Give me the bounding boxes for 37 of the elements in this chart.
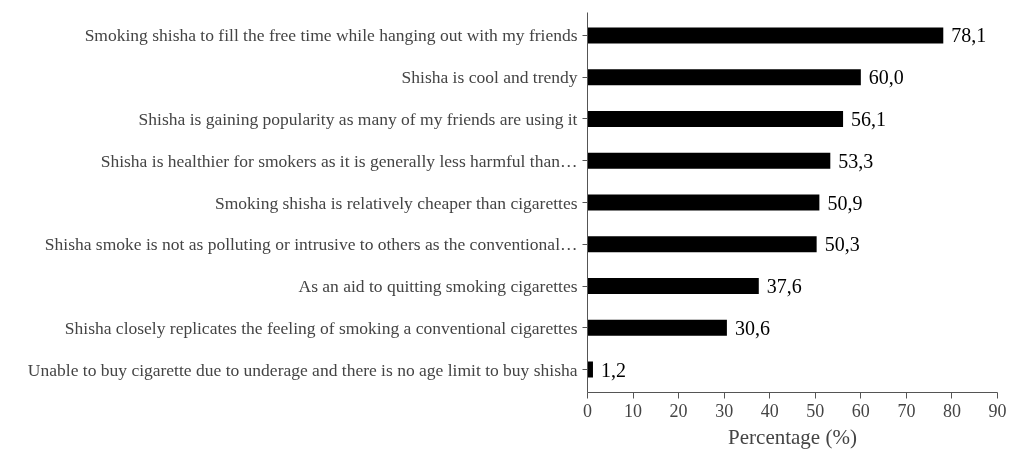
x-tick-label: 60 — [851, 400, 870, 421]
data-label: 37,6 — [766, 275, 802, 298]
x-axis-title: Percentage (%) — [728, 424, 857, 449]
data-label: 30,6 — [734, 316, 770, 339]
data-label: 53,3 — [838, 149, 874, 172]
data-label: 78,1 — [951, 24, 987, 47]
x-tick-label: 0 — [583, 400, 592, 421]
bar — [587, 69, 861, 86]
bar — [587, 27, 944, 44]
y-tick-label: Unable to buy cigarette due to underage and there is no age limit to buy shisha — [27, 359, 578, 380]
bar — [587, 111, 844, 127]
y-tick-label: Shisha is cool and trendy — [401, 67, 578, 88]
data-label: 50,9 — [827, 191, 863, 214]
y-tick-label: Shisha is gaining popularity as many of my friends are using it — [138, 108, 578, 129]
y-tick-label: Shisha closely replicates the feeling of smoking a conventional cigarettes — [64, 317, 578, 338]
y-tick-label: Shisha is healthier for smokers as it is generally less harmful than… — [100, 150, 578, 171]
data-label: 1,2 — [600, 358, 626, 381]
x-tick-label: 50 — [806, 400, 825, 421]
x-tick-label: 70 — [897, 400, 916, 421]
bar — [587, 236, 817, 253]
x-tick-label: 40 — [760, 400, 779, 421]
data-label: 50,3 — [824, 233, 860, 256]
bar — [587, 194, 820, 211]
data-label: 56,1 — [851, 107, 887, 130]
x-tick-label: 10 — [624, 400, 643, 421]
x-tick-label: 30 — [715, 400, 734, 421]
x-tick-label: 80 — [942, 400, 961, 421]
y-tick-label: Smoking shisha is relatively cheaper than cigarettes — [214, 192, 578, 213]
bar — [587, 278, 759, 294]
x-tick-label: 20 — [669, 400, 688, 421]
bar — [587, 319, 727, 336]
y-tick-label: As an aid to quitting smoking cigarettes — [298, 276, 578, 297]
bar — [587, 152, 831, 169]
y-tick-label: Shisha smoke is not as polluting or intrusive to others as the conventional… — [44, 234, 578, 255]
y-tick-label: Smoking shisha to fill the free time while hanging out with my friends — [84, 25, 578, 46]
data-label: 60,0 — [868, 66, 904, 89]
x-tick-label: 90 — [988, 400, 1007, 421]
